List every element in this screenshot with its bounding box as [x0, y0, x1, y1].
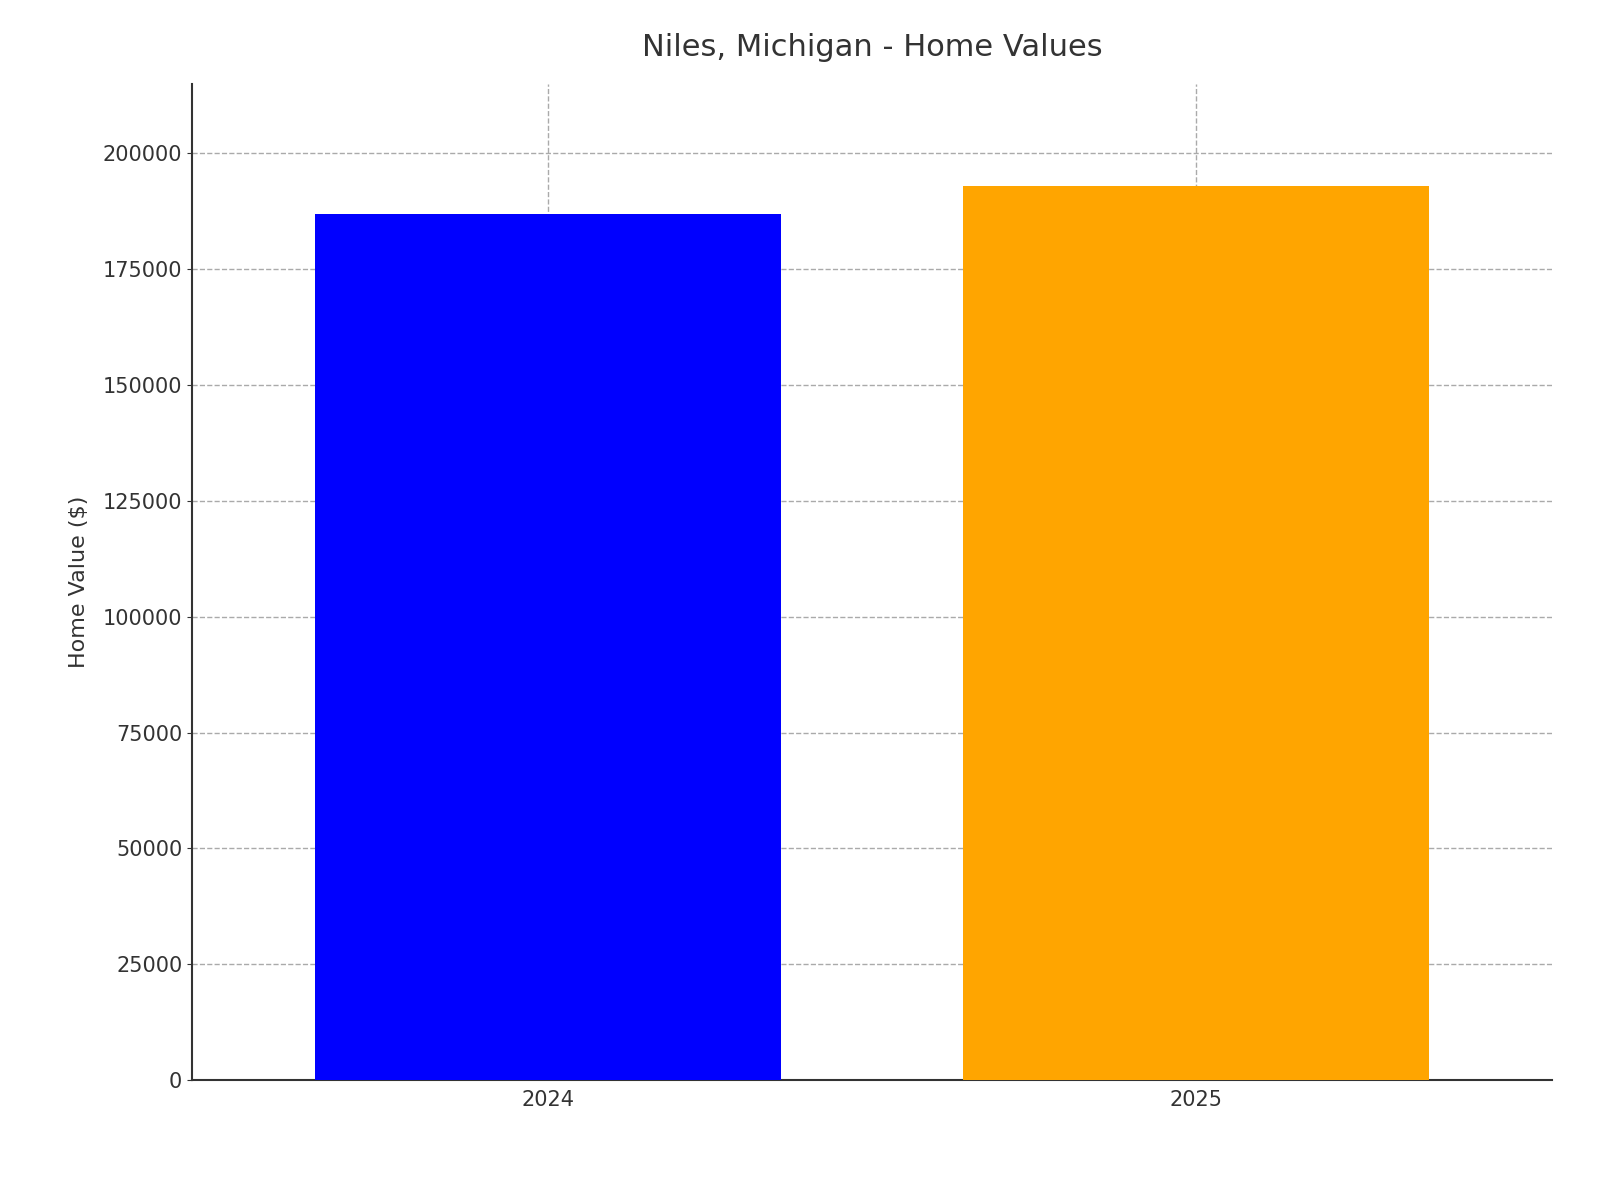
Title: Niles, Michigan - Home Values: Niles, Michigan - Home Values [642, 34, 1102, 62]
Bar [963, 186, 1429, 1080]
Bar [315, 214, 781, 1080]
Y-axis label: Home Value ($): Home Value ($) [69, 496, 90, 668]
